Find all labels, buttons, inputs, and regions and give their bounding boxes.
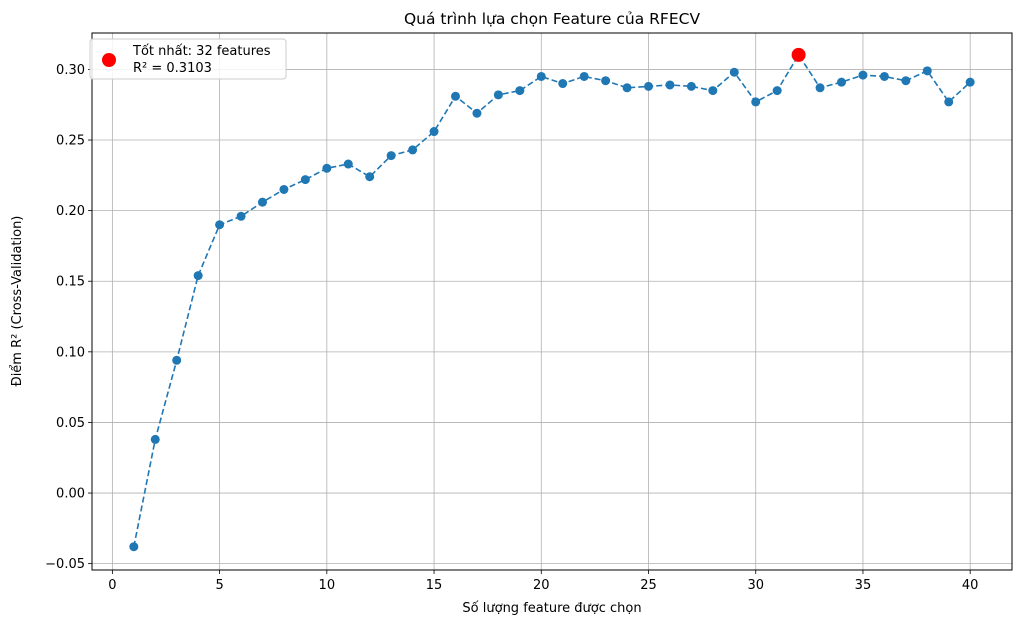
data-point [150,434,160,444]
data-point [922,66,932,76]
data-point [708,86,718,96]
data-point [493,90,503,100]
y-tick-label: 0.05 [56,416,85,431]
data-point [236,211,246,221]
x-tick-label: 25 [640,578,657,593]
legend-marker-best [102,53,116,67]
y-tick-label: 0.00 [56,487,85,502]
data-point [536,71,546,81]
data-point [365,172,375,182]
legend: Tốt nhất: 32 features R² = 0.3103 [89,38,287,80]
data-point [729,67,739,77]
data-point [429,127,439,137]
x-tick-label: 15 [426,578,443,593]
data-point [300,175,310,185]
x-tick-label: 10 [319,578,336,593]
x-axis-ticks: 0 5 10 15 20 25 30 35 40 [108,570,978,593]
data-point [558,79,568,89]
data-points-layer [129,50,975,552]
x-axis-title: Số lượng feature được chọn [462,601,641,616]
data-point [815,83,825,93]
best-point-layer [791,47,806,62]
grid-lines [92,33,1012,570]
data-point [215,220,225,230]
data-point [837,77,847,87]
data-point [965,77,975,87]
y-axis-title: Điểm R² (Cross-Validation) [10,216,25,387]
data-point [579,71,589,81]
x-tick-label: 20 [533,578,550,593]
data-point [901,76,911,86]
x-tick-label: 30 [747,578,764,593]
x-tick-label: 35 [855,578,872,593]
legend-label-line1: Tốt nhất: 32 features [132,44,271,59]
data-point [408,145,418,155]
plot-frame [91,32,1013,571]
data-point [601,76,611,86]
y-tick-label: 0.10 [56,345,85,360]
y-tick-label: 0.20 [56,204,85,219]
data-point [472,108,482,118]
series-line [133,53,971,547]
x-tick-label: 5 [215,578,223,593]
series-line-layer [133,53,971,547]
data-point [751,97,761,107]
data-point [450,91,460,101]
data-point [858,70,868,80]
data-point [279,184,289,194]
data-point [686,81,696,91]
data-point [665,80,675,90]
data-point [193,271,203,281]
x-tick-label: 0 [108,578,116,593]
x-tick-label: 40 [962,578,979,593]
y-tick-label: −0.05 [45,557,85,572]
data-point [129,542,139,552]
y-axis-ticks: −0.05 0.00 0.05 0.10 0.15 0.20 0.25 0.30 [45,63,92,572]
data-point [322,163,332,173]
data-point [944,97,954,107]
legend-label-line2: R² = 0.3103 [133,61,212,76]
data-point [257,197,267,207]
data-point [172,355,182,365]
y-tick-label: 0.30 [56,63,85,78]
data-point [622,83,632,93]
data-point [879,71,889,81]
y-tick-label: 0.15 [56,275,85,290]
chart-title: Quá trình lựa chọn Feature của RFECV [404,10,700,28]
data-point [772,86,782,96]
y-tick-label: 0.25 [56,134,85,149]
data-point [644,81,654,91]
data-point [515,86,525,96]
data-point [343,159,353,169]
best-point [791,47,806,62]
legend-box [89,38,287,80]
data-point [386,151,396,161]
